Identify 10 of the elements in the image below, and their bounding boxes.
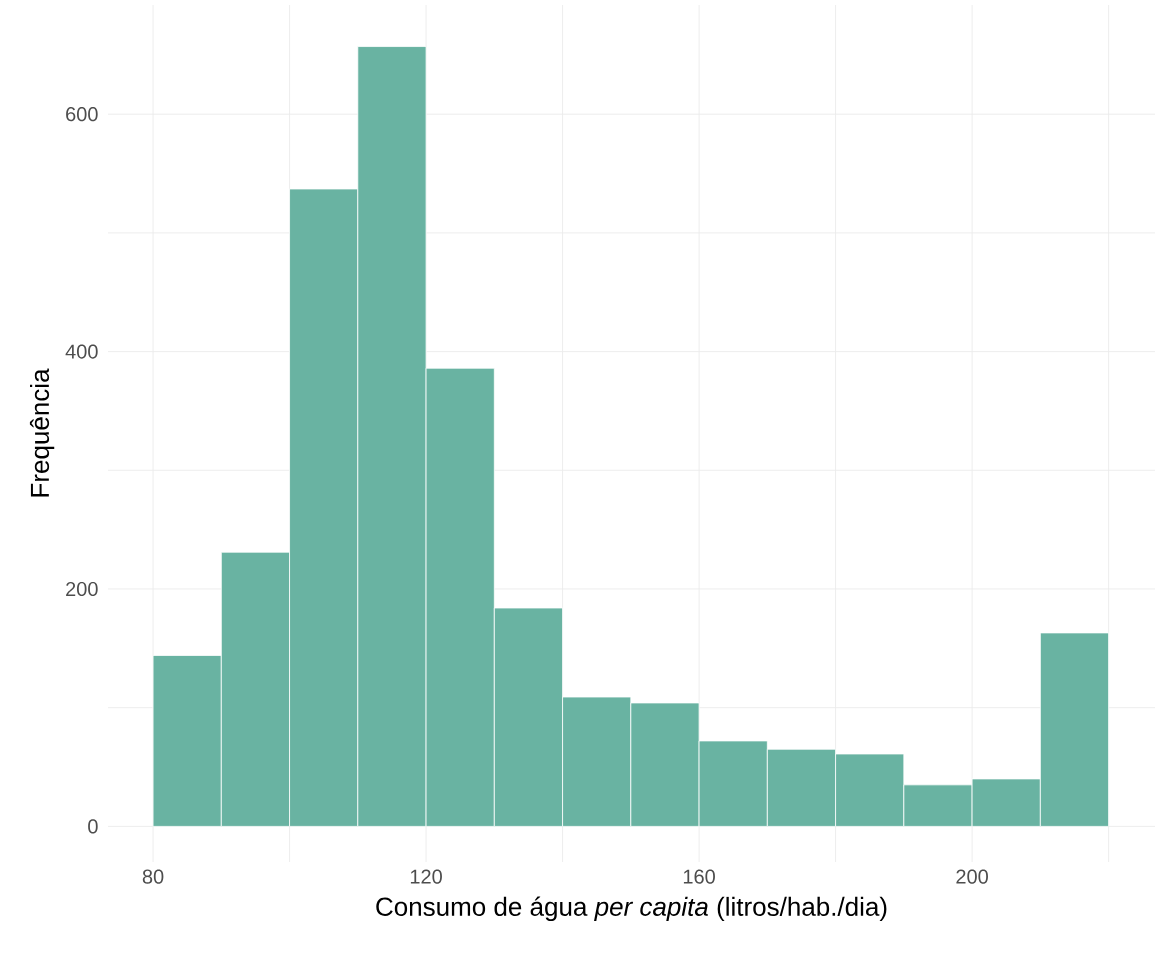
x-tick-label: 160 — [683, 869, 715, 884]
x-tick-label: 80 — [142, 869, 164, 884]
y-tick-label: 600 — [66, 107, 98, 122]
y-tick-label: 200 — [66, 581, 98, 597]
y-tick-label: 0 — [88, 819, 98, 834]
x-axis-title: Consumo de água per capita (litros/hab./dia) — [376, 896, 887, 922]
x-tick-label: 200 — [956, 869, 988, 884]
y-tick-label: 400 — [65, 344, 98, 359]
x-tick-label: 120 — [410, 869, 442, 884]
y-axis-title: Frequência — [29, 368, 55, 497]
